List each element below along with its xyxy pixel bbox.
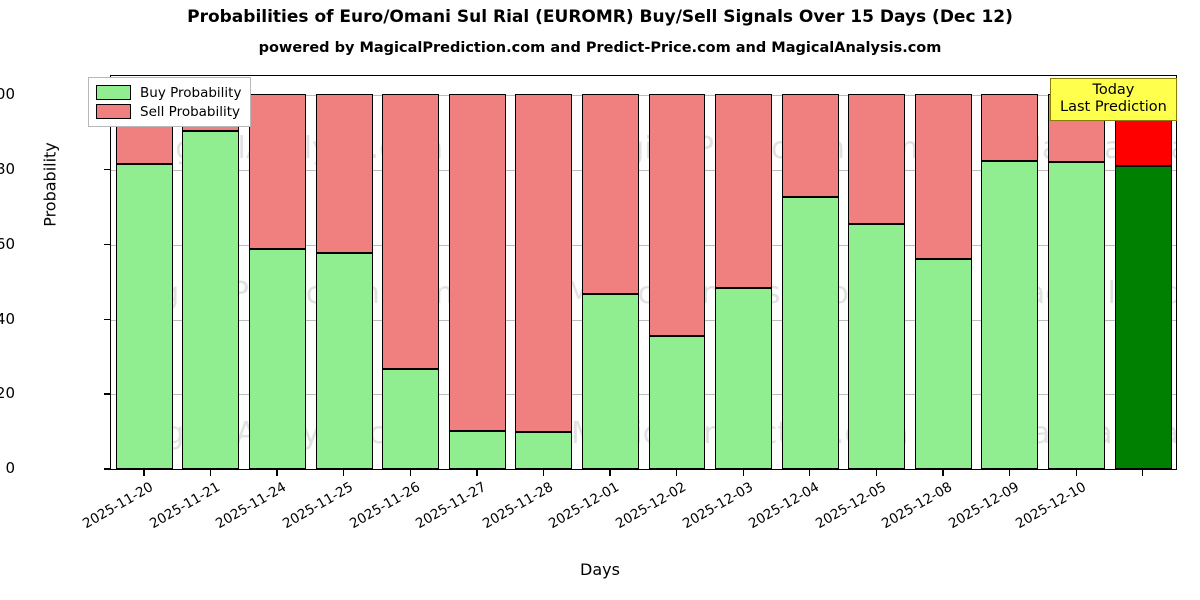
legend-label: Buy Probability — [140, 84, 242, 101]
bar-segment-buy[interactable] — [1048, 161, 1105, 469]
gridline — [111, 469, 1176, 470]
gridline — [111, 394, 1176, 396]
bar-column[interactable] — [781, 94, 839, 469]
x-axis-tick-mark — [609, 470, 611, 476]
chart-subtitle: powered by MagicalPrediction.com and Pre… — [258, 40, 942, 56]
bar-column[interactable] — [448, 94, 506, 469]
x-axis-tick-mark — [276, 470, 278, 476]
chart-title: Probabilities of Euro/Omani Sul Rial (EU… — [187, 7, 1013, 27]
bar-segment-sell[interactable] — [249, 94, 306, 249]
bar-column[interactable] — [981, 94, 1039, 469]
bar-column[interactable] — [715, 94, 773, 469]
bar-column[interactable] — [581, 94, 639, 469]
bar-segment-buy[interactable] — [648, 335, 706, 469]
bar-column[interactable] — [914, 94, 972, 469]
x-axis-tick-mark — [875, 470, 878, 476]
x-axis-tick-mark — [1142, 470, 1144, 476]
x-axis-tick-mark — [1008, 470, 1011, 476]
y-axis-tick-label: 0 — [5, 459, 15, 478]
y-axis-tick-mark — [104, 468, 110, 470]
bar-segment-buy[interactable] — [515, 431, 573, 469]
bar-segment-sell[interactable] — [448, 94, 506, 431]
y-axis-tick-label: 40 — [0, 309, 15, 328]
today-annotation: Today Last Prediction — [1050, 78, 1177, 122]
bar-segment-sell[interactable] — [914, 94, 972, 260]
x-axis-tick-mark — [143, 470, 145, 476]
x-axis-tick-mark — [809, 470, 811, 476]
gridline — [111, 319, 1176, 321]
today-line-2: Last Prediction — [1060, 98, 1167, 115]
bar-column[interactable] — [115, 94, 173, 469]
x-axis-label: Days — [580, 560, 620, 579]
legend-item: Buy Probability — [96, 83, 241, 102]
bar-segment-buy[interactable] — [715, 288, 773, 469]
legend-swatch — [96, 104, 131, 119]
bar-segment-sell[interactable] — [315, 94, 373, 254]
y-axis-tick-mark — [104, 243, 110, 245]
bar-segment-buy[interactable] — [781, 196, 839, 469]
bar-column[interactable] — [315, 94, 373, 469]
gridline — [111, 94, 1176, 96]
bar-column[interactable] — [182, 94, 240, 469]
y-axis-label: Probability — [40, 142, 60, 227]
bar-segment-sell[interactable] — [515, 94, 573, 432]
bar-column[interactable] — [1114, 94, 1172, 469]
bar-segment-buy[interactable] — [115, 164, 173, 469]
y-axis-tick-mark — [104, 168, 110, 170]
bar-column[interactable] — [382, 94, 440, 469]
x-axis-tick-mark — [343, 470, 345, 476]
bar-segment-sell[interactable] — [648, 94, 706, 336]
x-axis-tick-mark — [942, 470, 944, 476]
x-axis-tick-mark — [409, 470, 411, 476]
bar-segment-buy[interactable] — [382, 368, 440, 469]
x-axis-tick-mark — [742, 470, 744, 476]
legend-swatch — [96, 85, 131, 100]
y-axis-tick-label: 60 — [0, 234, 15, 253]
bar-segment-buy[interactable] — [581, 294, 639, 469]
bar-segment-buy[interactable] — [914, 259, 972, 469]
x-axis-tick-mark — [675, 470, 678, 476]
bar-segment-sell[interactable] — [382, 94, 440, 369]
bar-segment-buy[interactable] — [981, 161, 1039, 469]
bar-column[interactable] — [515, 94, 573, 469]
x-axis-tick-mark — [209, 470, 212, 476]
x-axis-tick-mark — [476, 470, 478, 476]
plot-area: MagicalAnalysis.comMagicalPrediction.com… — [110, 75, 1177, 470]
bar-segment-sell[interactable] — [981, 94, 1039, 162]
bar-segment-buy[interactable] — [1114, 166, 1172, 469]
bar-segment-buy[interactable] — [249, 248, 306, 469]
legend-item: Sell Probability — [96, 102, 241, 121]
bar-segment-buy[interactable] — [182, 130, 240, 469]
bar-segment-buy[interactable] — [315, 253, 373, 469]
y-axis-tick-mark — [104, 318, 110, 320]
y-axis-tick-label: 100 — [0, 84, 15, 103]
bar-segment-sell[interactable] — [581, 94, 639, 295]
y-axis-tick-label: 20 — [0, 384, 15, 403]
bar-segment-sell[interactable] — [715, 94, 773, 289]
x-axis-tick-mark — [1075, 470, 1077, 476]
legend: Buy Probability Sell Probability — [88, 77, 252, 127]
bar-segment-buy[interactable] — [448, 430, 506, 469]
bar-column[interactable] — [848, 94, 906, 469]
legend-label: Sell Probability — [140, 103, 241, 120]
y-axis-tick-mark — [104, 393, 110, 395]
bar-segment-sell[interactable] — [781, 94, 839, 197]
bar-column[interactable] — [249, 94, 306, 469]
bar-segment-sell[interactable] — [848, 94, 906, 224]
gridline — [111, 244, 1176, 246]
gridline — [111, 169, 1176, 171]
bar-column[interactable] — [1048, 94, 1105, 469]
bar-segment-buy[interactable] — [848, 223, 906, 469]
bar-column[interactable] — [648, 94, 706, 469]
today-line-1: Today — [1092, 82, 1135, 98]
x-axis-tick-mark — [542, 470, 545, 476]
y-axis-tick-label: 80 — [0, 159, 15, 178]
